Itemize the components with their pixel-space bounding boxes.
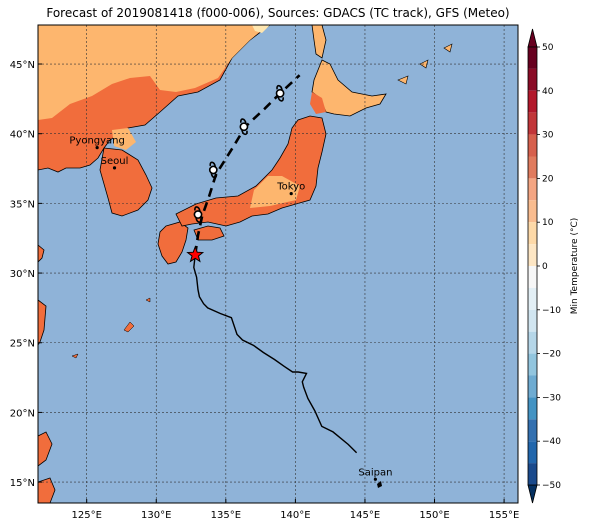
x-tick-label: 130°E <box>141 510 171 521</box>
landmass-china-coast <box>38 244 47 346</box>
colorbar-swatch <box>528 309 537 332</box>
colorbar: 50 40 30 20 10 0 −10 −20 −30 −40 −50 Min Temperatur… <box>527 28 580 504</box>
colorbar-swatch <box>528 375 537 398</box>
colorbar-tick-label: −30 <box>542 393 561 403</box>
mainland-pale-patch <box>252 25 270 33</box>
city-dot <box>289 192 293 196</box>
x-tick-label: 150°E <box>419 510 449 521</box>
colorbar-swatch <box>528 90 537 113</box>
x-tick-label: 155°E <box>489 510 519 521</box>
colorbar-tick-label: 50 <box>542 43 554 53</box>
colorbar-tick-label: 10 <box>542 218 554 228</box>
y-tick-label: 30°N <box>10 269 35 280</box>
colorbar-swatch <box>528 266 537 288</box>
colorbar-tick-label: −10 <box>542 306 561 316</box>
landmass-saipan <box>377 481 382 488</box>
cyclone-symbol-icon <box>193 206 203 223</box>
colorbar-swatch <box>528 441 537 464</box>
colorbar-swatch <box>528 178 537 201</box>
city-dot <box>112 166 117 170</box>
city-label: Tokyo <box>276 182 305 193</box>
city-dot <box>95 146 99 150</box>
colorbar-tick-label: 40 <box>542 87 554 97</box>
colorbar-swatch <box>528 397 537 420</box>
colorbar-swatch <box>528 112 537 135</box>
colorbar-swatch <box>528 200 537 223</box>
y-tick-label: 15°N <box>10 478 35 489</box>
x-tick-label: 140°E <box>280 510 310 521</box>
city-label: Saipan <box>358 467 392 478</box>
cyclone-symbol-icon <box>208 161 218 179</box>
y-tick-label: 25°N <box>10 339 35 350</box>
current-storm-star-icon <box>186 245 205 263</box>
city-labels: Pyongyang Seoul Tokyo Saipan <box>69 136 392 481</box>
graticule <box>38 25 518 503</box>
map-frame <box>37 24 519 504</box>
colorbar-tick-label: −40 <box>542 437 561 447</box>
colorbar-extend-max <box>527 28 538 48</box>
cyclone-symbol-icon <box>275 84 285 102</box>
cyclone-symbol-icon <box>239 118 249 136</box>
storm-tracks <box>186 74 358 454</box>
city-label: Seoul <box>101 156 129 167</box>
colorbar-swatch <box>528 287 537 310</box>
honshu-cool-patch <box>250 176 300 208</box>
colorbar-tick-label: 0 <box>542 262 548 272</box>
landmass-sakhalin <box>311 25 327 59</box>
past-track-line <box>193 254 358 454</box>
city-dot <box>373 477 377 481</box>
colorbar-extend-min <box>527 484 538 504</box>
colorbar-swatch <box>528 134 537 157</box>
colorbar-tick-label: −20 <box>542 350 561 360</box>
axis-ticks: 125°E 130°E 135°E 140°E 145°E 150°E 155°E 45°N 4… <box>10 60 520 521</box>
colorbar-swatch <box>528 156 537 179</box>
y-tick-label: 35°N <box>10 199 35 210</box>
colorbar-swatch <box>528 463 537 485</box>
colorbar-swatch <box>528 419 537 442</box>
colorbar-label: Min Temperature (°C) <box>570 218 580 315</box>
y-tick-label: 20°N <box>10 408 35 419</box>
landmass-taiwan <box>38 431 53 467</box>
colorbar-swatch <box>528 244 537 266</box>
x-tick-label: 145°E <box>350 510 380 521</box>
colorbar-tick-label: −50 <box>542 481 561 491</box>
mainland-cool-region <box>38 25 268 120</box>
y-tick-label: 40°N <box>10 130 35 141</box>
landmass-kyushu <box>157 221 189 265</box>
landmass-ryukyu <box>71 297 151 359</box>
x-tick-label: 125°E <box>71 510 101 521</box>
colorbar-swatch <box>528 47 537 69</box>
colorbar-swatch <box>528 353 537 376</box>
colorbar-swatch <box>528 68 537 91</box>
hokkaido-warm-patch <box>310 92 326 114</box>
colorbar-tick-label: 30 <box>542 131 554 141</box>
landmass-luzon <box>38 477 56 503</box>
x-tick-label: 135°E <box>211 510 241 521</box>
colorbar-swatch <box>528 331 537 354</box>
city-label: Pyongyang <box>69 136 124 147</box>
map-title: Forecast of 2019081418 (f000-006), Sourc… <box>46 6 510 20</box>
colorbar-tick-label: 20 <box>542 174 554 184</box>
y-tick-label: 45°N <box>10 60 35 71</box>
colorbar-swatch <box>528 222 537 245</box>
